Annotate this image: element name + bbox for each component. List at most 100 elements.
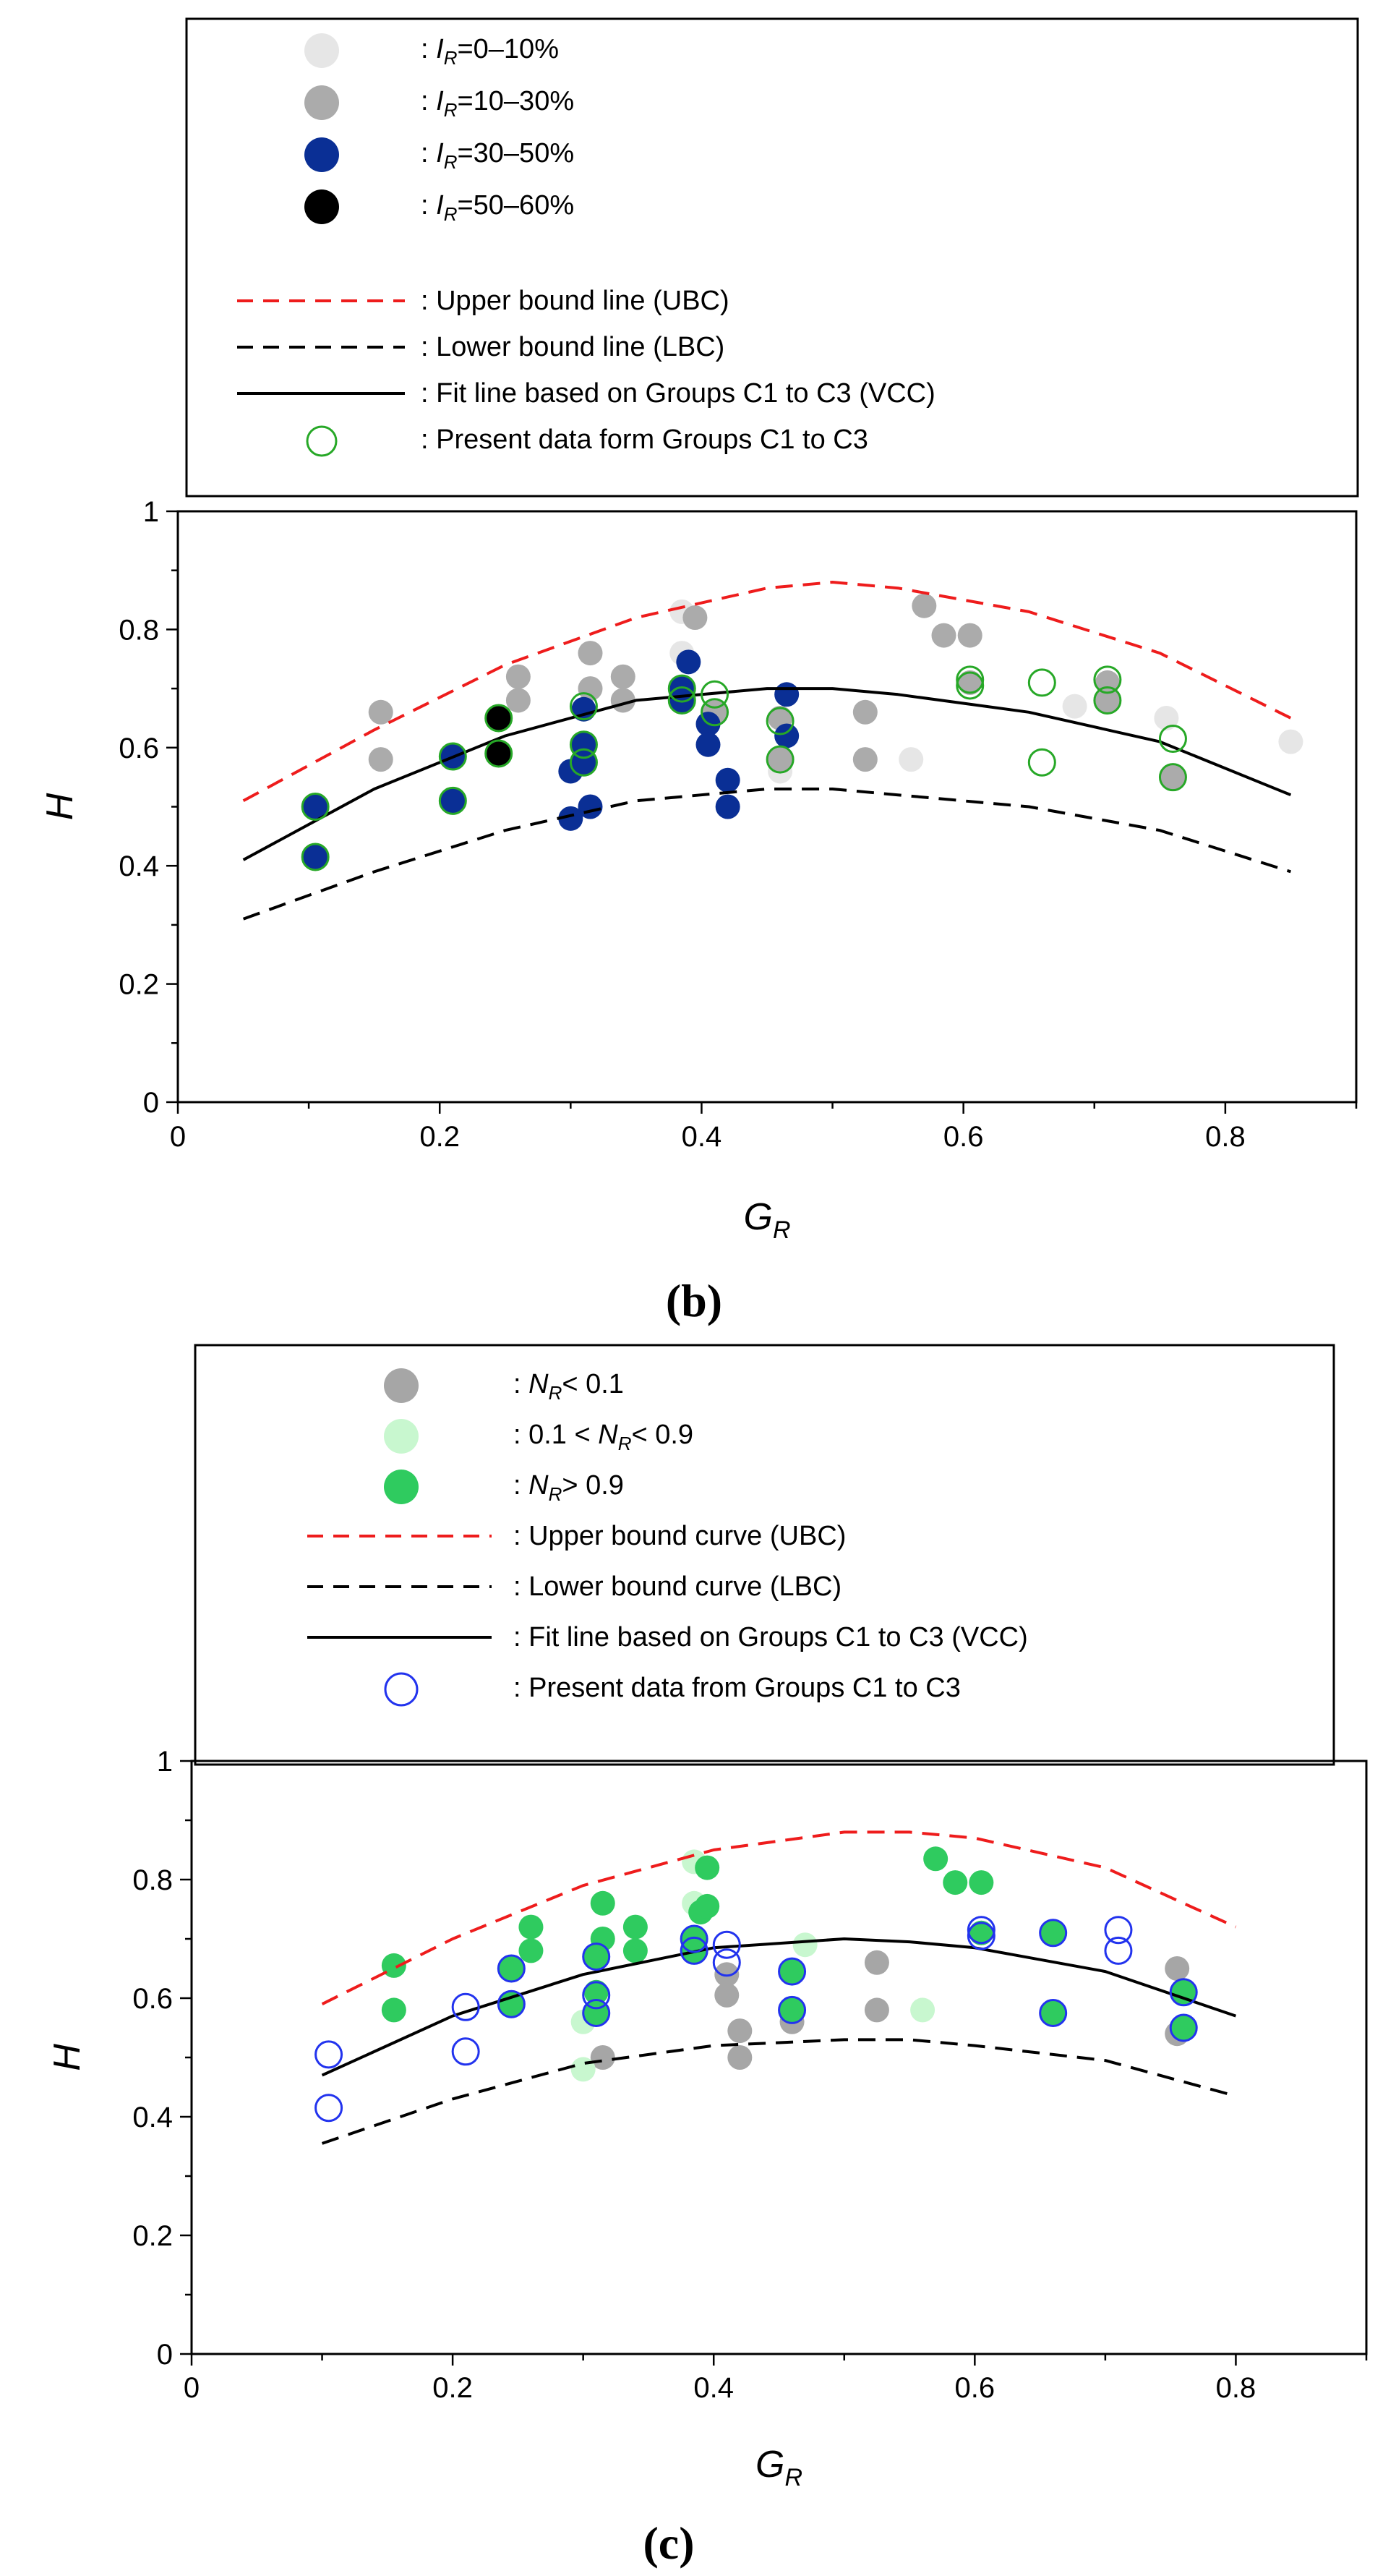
curve-ubc [321, 1830, 1237, 2005]
legend-marker-ir4 [304, 189, 339, 224]
legend-label-nr2: : 0.1 < NR< 0.9 [513, 1420, 693, 1454]
legend-item-ubc: : Upper bound curve (UBC) [307, 1521, 846, 1551]
legend-text: > 0.9 [562, 1470, 624, 1501]
y-tick-label: 0.6 [119, 733, 159, 764]
data-point [899, 747, 924, 772]
data-point [505, 664, 531, 689]
data-point [768, 747, 793, 772]
x-axis-label: GR [743, 1196, 790, 1244]
data-point [1171, 2016, 1196, 2040]
data-point [518, 1914, 544, 1940]
data-point [368, 747, 393, 772]
legend-label-vcc: : Fit line based on Groups C1 to C3 (VCC… [421, 378, 935, 409]
legend-sub: R [444, 203, 458, 225]
legend-sub: R [549, 1483, 562, 1505]
legend-label-nr3: : NR> 0.9 [513, 1470, 624, 1505]
legend: : NR< 0.1: 0.1 < NR< 0.9: NR> 0.9: Upper… [194, 1344, 1335, 1766]
data-point [1040, 1920, 1066, 1945]
data-point [727, 2045, 753, 2070]
data-point [486, 741, 511, 766]
data-point [381, 1997, 406, 2023]
data-point-present [451, 2037, 480, 2066]
y-axis-label: H [39, 793, 81, 820]
legend-prefix: : [421, 86, 436, 116]
data-point [714, 1962, 740, 1987]
data-point [957, 623, 982, 648]
data-point [910, 1997, 935, 2023]
data-point [779, 1997, 805, 2023]
data-point-present [1039, 1919, 1068, 1948]
data-point [578, 794, 603, 819]
legend-marker-ir3 [304, 137, 339, 172]
data-point-present [1027, 668, 1056, 697]
legend-item-nr3: : NR> 0.9 [384, 1470, 624, 1505]
data-point [303, 794, 328, 819]
panel-label: (b) [666, 1275, 722, 1326]
data-point [715, 767, 740, 793]
legend-marker-present [384, 1672, 419, 1707]
data-point [779, 1959, 805, 1984]
legend-sub: R [444, 151, 458, 173]
data-point-present [1027, 748, 1056, 777]
plot-frame [190, 1760, 1368, 2355]
data-point [923, 1846, 948, 1872]
legend-item-present: : Present data form Groups C1 to C3 [306, 425, 868, 457]
y-tick-label: 0.4 [119, 850, 159, 882]
legend-label-lbc: : Lower bound line (LBC) [421, 332, 724, 362]
legend-item-ir3: : IR=30–50% [304, 137, 574, 173]
curve-lbc [321, 2038, 1236, 2145]
legend-item-ir4: : IR=50–60% [304, 189, 574, 225]
data-point [381, 1953, 406, 1978]
marks [314, 1830, 1237, 2145]
data-point-present [956, 665, 985, 694]
data-point-present [667, 686, 696, 715]
data-point [774, 682, 800, 707]
x-tick-label: 0.2 [419, 1121, 460, 1153]
data-point-present [301, 843, 330, 871]
legend-item-present: : Present data from Groups C1 to C3 [384, 1672, 961, 1707]
data-point [864, 1997, 889, 2023]
legend-text: < 0.9 [631, 1420, 693, 1450]
legend-text: < 0.1 [562, 1369, 624, 1399]
data-point [695, 1893, 720, 1919]
x-axis-label-var: G [743, 1196, 772, 1238]
x-tick-label: 0 [184, 2372, 200, 2404]
legend-marker-present [306, 425, 338, 457]
data-point-present [712, 1948, 741, 1977]
legend-item-nr1: : NR< 0.1 [384, 1368, 624, 1404]
y-tick-label: 0.8 [119, 614, 159, 646]
legend-var: N [598, 1420, 618, 1450]
data-point [682, 605, 708, 631]
curve-ubc [242, 581, 1292, 803]
legend-item-vcc: : Fit line based on Groups C1 to C3 (VCC… [237, 378, 935, 409]
data-point-present [314, 2040, 343, 2069]
data-point [622, 1914, 648, 1940]
y-tick-label: 0.2 [119, 969, 159, 1001]
x-tick-label: 0.8 [1216, 2372, 1256, 2404]
data-point [518, 1938, 544, 1963]
data-point [570, 2057, 596, 2082]
axes: 0 0.2 0.4 0.6 0.8 0 0.2 0.4 0.6 0.8 1 GR H [39, 496, 1358, 1244]
data-point-present [569, 748, 598, 777]
x-tick-label: 0.6 [943, 1121, 984, 1153]
data-point-present [667, 674, 696, 703]
legend-item-vcc: : Fit line based on Groups C1 to C3 (VCC… [307, 1622, 1028, 1652]
data-point-present [701, 680, 729, 709]
data-point [676, 649, 701, 675]
data-point [578, 676, 603, 701]
legend-box [194, 1344, 1335, 1766]
x-tick-label: 0.4 [682, 1121, 722, 1153]
legend-label-ubc: : Upper bound line (UBC) [421, 286, 729, 316]
data-point [943, 1870, 968, 1895]
data-point-present [1158, 763, 1187, 792]
legend-prefix: : [513, 1470, 528, 1501]
y-tick-label: 0 [143, 1087, 159, 1119]
data-point-present [1104, 1936, 1133, 1965]
legend-prefix: : [421, 138, 436, 169]
y-axis-label: H [46, 2044, 88, 2071]
y-tick-label: 1 [143, 496, 159, 528]
x-tick-label: 0.8 [1205, 1121, 1246, 1153]
y-tick-label: 0.2 [132, 2220, 173, 2252]
data-point-present [301, 793, 330, 821]
curve-vcc [242, 687, 1292, 861]
